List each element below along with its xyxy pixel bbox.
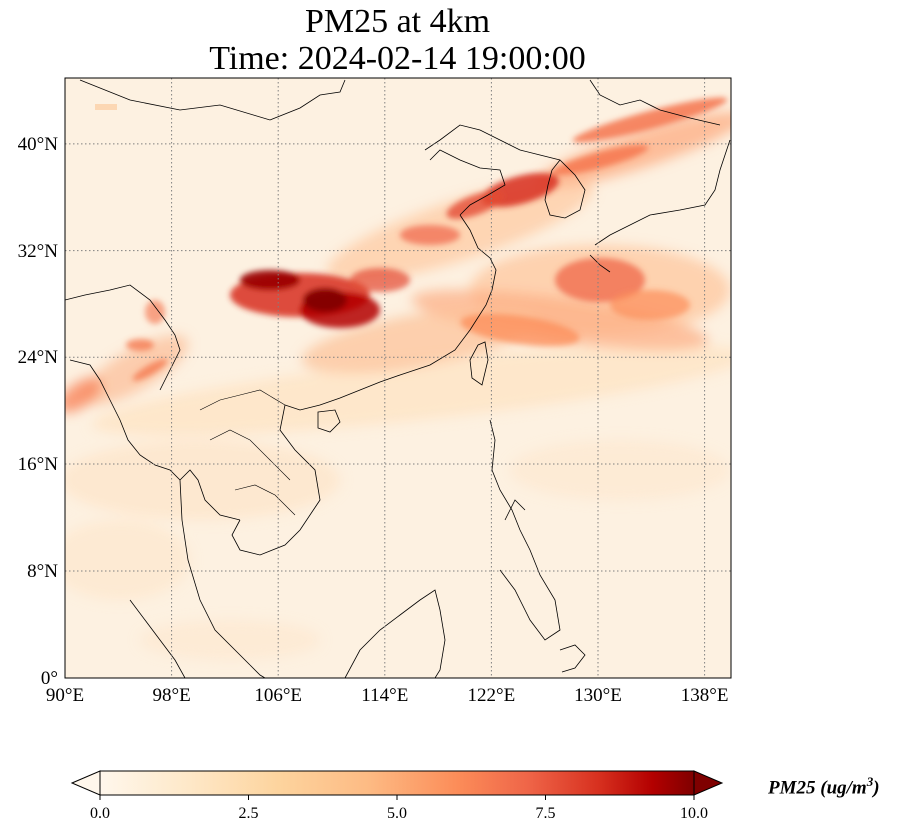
lon-tick-114e: 114°E <box>361 685 408 706</box>
small-haze-patch <box>95 104 117 110</box>
colorbar-tick-2-5: 2.5 <box>239 805 259 822</box>
colorbar-tick-5: 5.0 <box>387 805 407 822</box>
lon-tick-106e: 106°E <box>254 685 302 706</box>
lat-tick-8n: 8°N <box>27 561 58 582</box>
coastlines <box>65 79 731 678</box>
colorbar-extend-low <box>70 770 101 796</box>
lon-tick-98e: 98°E <box>152 685 190 706</box>
lat-tick-24n: 24°N <box>18 347 59 368</box>
lon-tick-labels: 90°E 98°E 106°E 114°E 122°E 130°E 138°E <box>46 685 729 706</box>
colorbar-label-text: PM25 (ug/m <box>768 777 867 799</box>
lat-tick-32n: 32°N <box>18 241 59 262</box>
lon-tick-90e: 90°E <box>46 685 84 706</box>
lat-tick-labels: 0° 8°N 16°N 24°N 32°N 40°N <box>18 134 59 689</box>
colorbar: 0.0 2.5 5.0 7.5 10.0 <box>70 770 724 822</box>
gridlines <box>65 78 731 678</box>
colorbar-label: PM25 (ug/m3) <box>768 774 880 799</box>
lon-tick-130e: 130°E <box>574 685 622 706</box>
lat-tick-16n: 16°N <box>18 454 59 475</box>
colorbar-tick-10: 10.0 <box>680 805 708 822</box>
colorbar-gradient <box>99 770 695 796</box>
lat-tick-40n: 40°N <box>18 134 59 155</box>
colorbar-extend-high <box>693 770 724 796</box>
lon-tick-138e: 138°E <box>681 685 729 706</box>
colorbar-label-superscript: 3 <box>866 774 874 789</box>
map-frame <box>64 77 732 679</box>
pm25-field <box>65 78 731 678</box>
lon-tick-122e: 122°E <box>468 685 516 706</box>
map-title: PM25 at 4km <box>304 3 491 40</box>
lat-tick-0: 0° <box>41 668 58 689</box>
map-subtitle-time: Time: 2024-02-14 19:00:00 <box>209 40 586 77</box>
colorbar-tick-7-5: 7.5 <box>536 805 556 822</box>
colorbar-label-close: ) <box>873 777 880 799</box>
colorbar-tick-0: 0.0 <box>90 805 110 822</box>
plume-core <box>126 97 728 381</box>
